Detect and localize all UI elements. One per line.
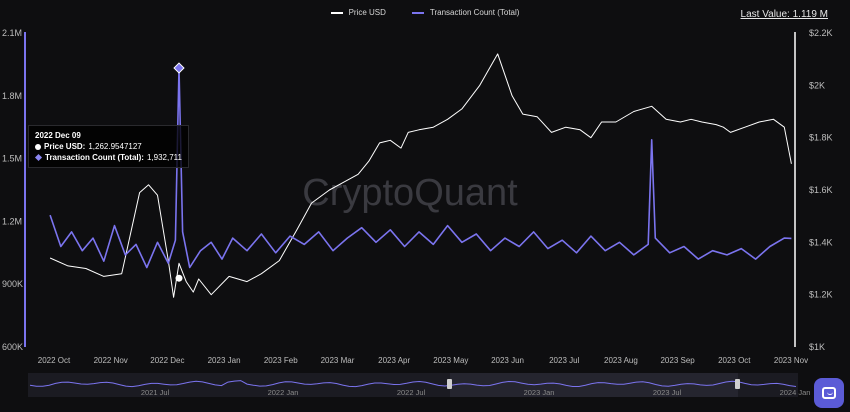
x-tick-label: 2022 Dec	[150, 356, 184, 365]
y-left-tick-label: 1.5M	[2, 154, 22, 164]
series-layer	[49, 53, 792, 298]
x-tick-label: 2023 Feb	[264, 356, 298, 365]
y-right-tick-label: $2.2K	[809, 28, 833, 38]
legend-swatch-price	[330, 11, 343, 14]
y-left-tick-label: 1.2M	[2, 216, 22, 226]
y-left-tick-label: 600K	[2, 342, 23, 352]
navigator-selection[interactable]	[450, 373, 738, 397]
highlight-price-point[interactable]	[175, 274, 183, 282]
tooltip-row-transactions: Transaction Count (Total): 1,932,711	[34, 152, 182, 163]
x-tick-label: 2023 May	[433, 356, 468, 365]
navigator-label: 2023 Jan	[524, 388, 555, 397]
navigator-handle-right[interactable]	[735, 379, 740, 389]
x-tick-label: 2022 Oct	[38, 356, 71, 365]
tooltip: 2022 Dec 09 Price USD: 1,262.9547127 Tra…	[28, 125, 189, 168]
y-right-tick-label: $1.6K	[809, 185, 833, 195]
x-axis: 2022 Oct 2022 Nov 2022 Dec 2023 Jan 2023 Feb…	[38, 356, 808, 365]
x-tick-label: 2023 Apr	[378, 356, 410, 365]
tooltip-price-value: 1,262.9547127	[88, 142, 142, 151]
navigator-label: 2022 Jan	[268, 388, 299, 397]
last-value: Last Value: 1.119 M	[740, 9, 828, 20]
navigator-label: 2023 Jul	[653, 388, 682, 397]
x-tick-label: 2023 Jul	[549, 356, 579, 365]
y-right-axis: $1K $1.2K $1.4K $1.6K $1.8K $2K $2.2K	[809, 28, 833, 352]
y-right-tick-label: $1K	[809, 342, 825, 352]
y-left-axis: 600K 900K 1.2M 1.5M 1.8M 2.1M	[2, 28, 23, 352]
transactions-marker-icon	[34, 153, 43, 162]
range-navigator[interactable]: 2021 Jul 2022 Jan 2022 Jul 2023 Jan 2023 Jul…	[28, 373, 810, 397]
watermark: CryptoQuant	[302, 172, 518, 214]
y-right-tick-label: $1.8K	[809, 133, 833, 143]
x-tick-label: 2023 Sep	[660, 356, 695, 365]
navigator-handle-left[interactable]	[447, 379, 452, 389]
navigator-mini-line	[29, 380, 797, 388]
tooltip-row-price: Price USD: 1,262.9547127	[35, 141, 182, 152]
navigator-label: 2021 Jul	[141, 388, 170, 397]
x-tick-label: 2023 Aug	[604, 356, 638, 365]
chat-bubble-icon	[822, 387, 836, 399]
legend-label-transactions: Transaction Count (Total)	[429, 8, 520, 17]
x-tick-label: 2023 Jan	[208, 356, 241, 365]
navigator-label: 2022 Jul	[397, 388, 426, 397]
y-left-tick-label: 900K	[2, 279, 23, 289]
legend-item-price[interactable]: Price USD	[330, 8, 386, 17]
highlight-transactions-point[interactable]	[173, 62, 185, 74]
legend-swatch-transactions	[411, 11, 424, 14]
legend-label-price: Price USD	[348, 8, 386, 17]
x-tick-label: 2023 Jun	[491, 356, 524, 365]
tooltip-price-key: Price USD:	[44, 142, 86, 151]
x-tick-label: 2023 Oct	[718, 356, 751, 365]
navigator-label: 2024 Jan	[780, 388, 811, 397]
y-right-tick-label: $1.2K	[809, 290, 833, 300]
x-tick-label: 2022 Nov	[94, 356, 128, 365]
legend: Price USD Transaction Count (Total)	[0, 8, 850, 17]
y-right-tick-label: $2K	[809, 80, 825, 90]
y-left-tick-label: 2.1M	[2, 28, 22, 38]
x-tick-label: 2023 Nov	[774, 356, 808, 365]
y-left-tick-label: 1.8M	[2, 91, 22, 101]
tooltip-tx-key: Transaction Count (Total):	[45, 153, 144, 162]
legend-item-transactions[interactable]: Transaction Count (Total)	[411, 8, 520, 17]
y-right-tick-label: $1.4K	[809, 237, 833, 247]
price-marker-icon	[35, 143, 41, 150]
x-tick-label: 2023 Mar	[321, 356, 355, 365]
tooltip-date: 2022 Dec 09	[35, 131, 81, 140]
series-line-transactions	[49, 67, 792, 269]
chat-button[interactable]	[814, 378, 844, 408]
tooltip-tx-value: 1,932,711	[146, 153, 182, 162]
